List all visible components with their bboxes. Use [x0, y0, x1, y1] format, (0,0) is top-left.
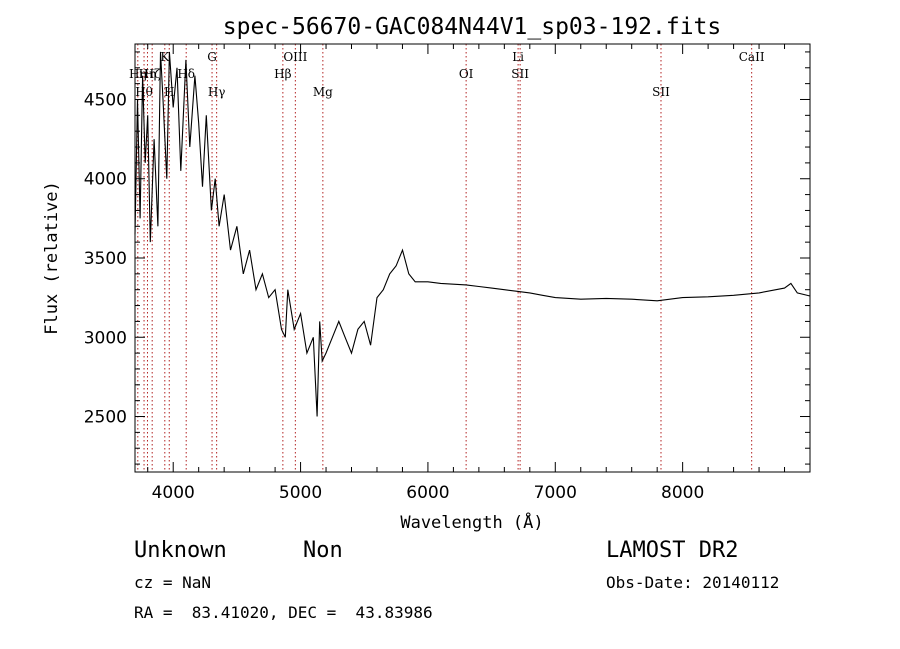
y-axis: 2500 3000 3500 4000 4500: [84, 51, 810, 465]
line-label-16: CaII: [739, 50, 765, 64]
object-class: Unknown: [134, 538, 227, 563]
observation-date: Obs-Date: 20140112: [606, 573, 780, 592]
chart-title: spec-56670-GAC084N44V1_sp03-192.fits: [223, 14, 722, 40]
coordinates: RA = 83.41020, DEC = 43.83986: [134, 603, 433, 622]
redshift-cz: cz = NaN: [134, 573, 212, 592]
x-axis: 4000 5000 6000 7000 8000: [147, 44, 786, 503]
line-label-11: Mg: [313, 85, 333, 99]
x-tick-label: 7000: [534, 483, 577, 503]
line-label-9: Hβ: [274, 67, 291, 81]
survey-name: LAMOST DR2: [606, 538, 739, 563]
x-tick-label: 4000: [152, 483, 195, 503]
y-tick-label: 4000: [84, 170, 127, 190]
y-tick-label: 3000: [84, 328, 127, 348]
line-label-12: OI: [459, 67, 474, 81]
line-label-8: Hγ: [208, 85, 226, 99]
y-tick-label: 2500: [84, 408, 127, 428]
line-label-1: Hθ: [135, 85, 153, 99]
y-axis-label: Flux (relative): [42, 181, 62, 335]
y-tick-label: 4500: [84, 90, 127, 110]
plot-frame: [134, 43, 811, 473]
line-label-4: K: [160, 50, 170, 64]
x-tick-label: 5000: [279, 483, 322, 503]
object-subclass: Non: [303, 538, 343, 563]
line-label-3: Hζ: [144, 67, 161, 81]
line-label-10: OIII: [283, 50, 307, 64]
x-tick-label: 6000: [406, 483, 449, 503]
line-label-7: G: [207, 50, 217, 64]
x-tick-label: 8000: [661, 483, 704, 503]
line-label-13: Li: [512, 50, 524, 64]
spectrum-line: [134, 51, 811, 417]
x-axis-label: Wavelength (Å): [400, 511, 543, 533]
line-label-15: SII: [652, 85, 670, 99]
y-tick-label: 3500: [84, 249, 127, 269]
line-label-14: SII: [511, 67, 529, 81]
line-label-5: H: [164, 85, 174, 99]
